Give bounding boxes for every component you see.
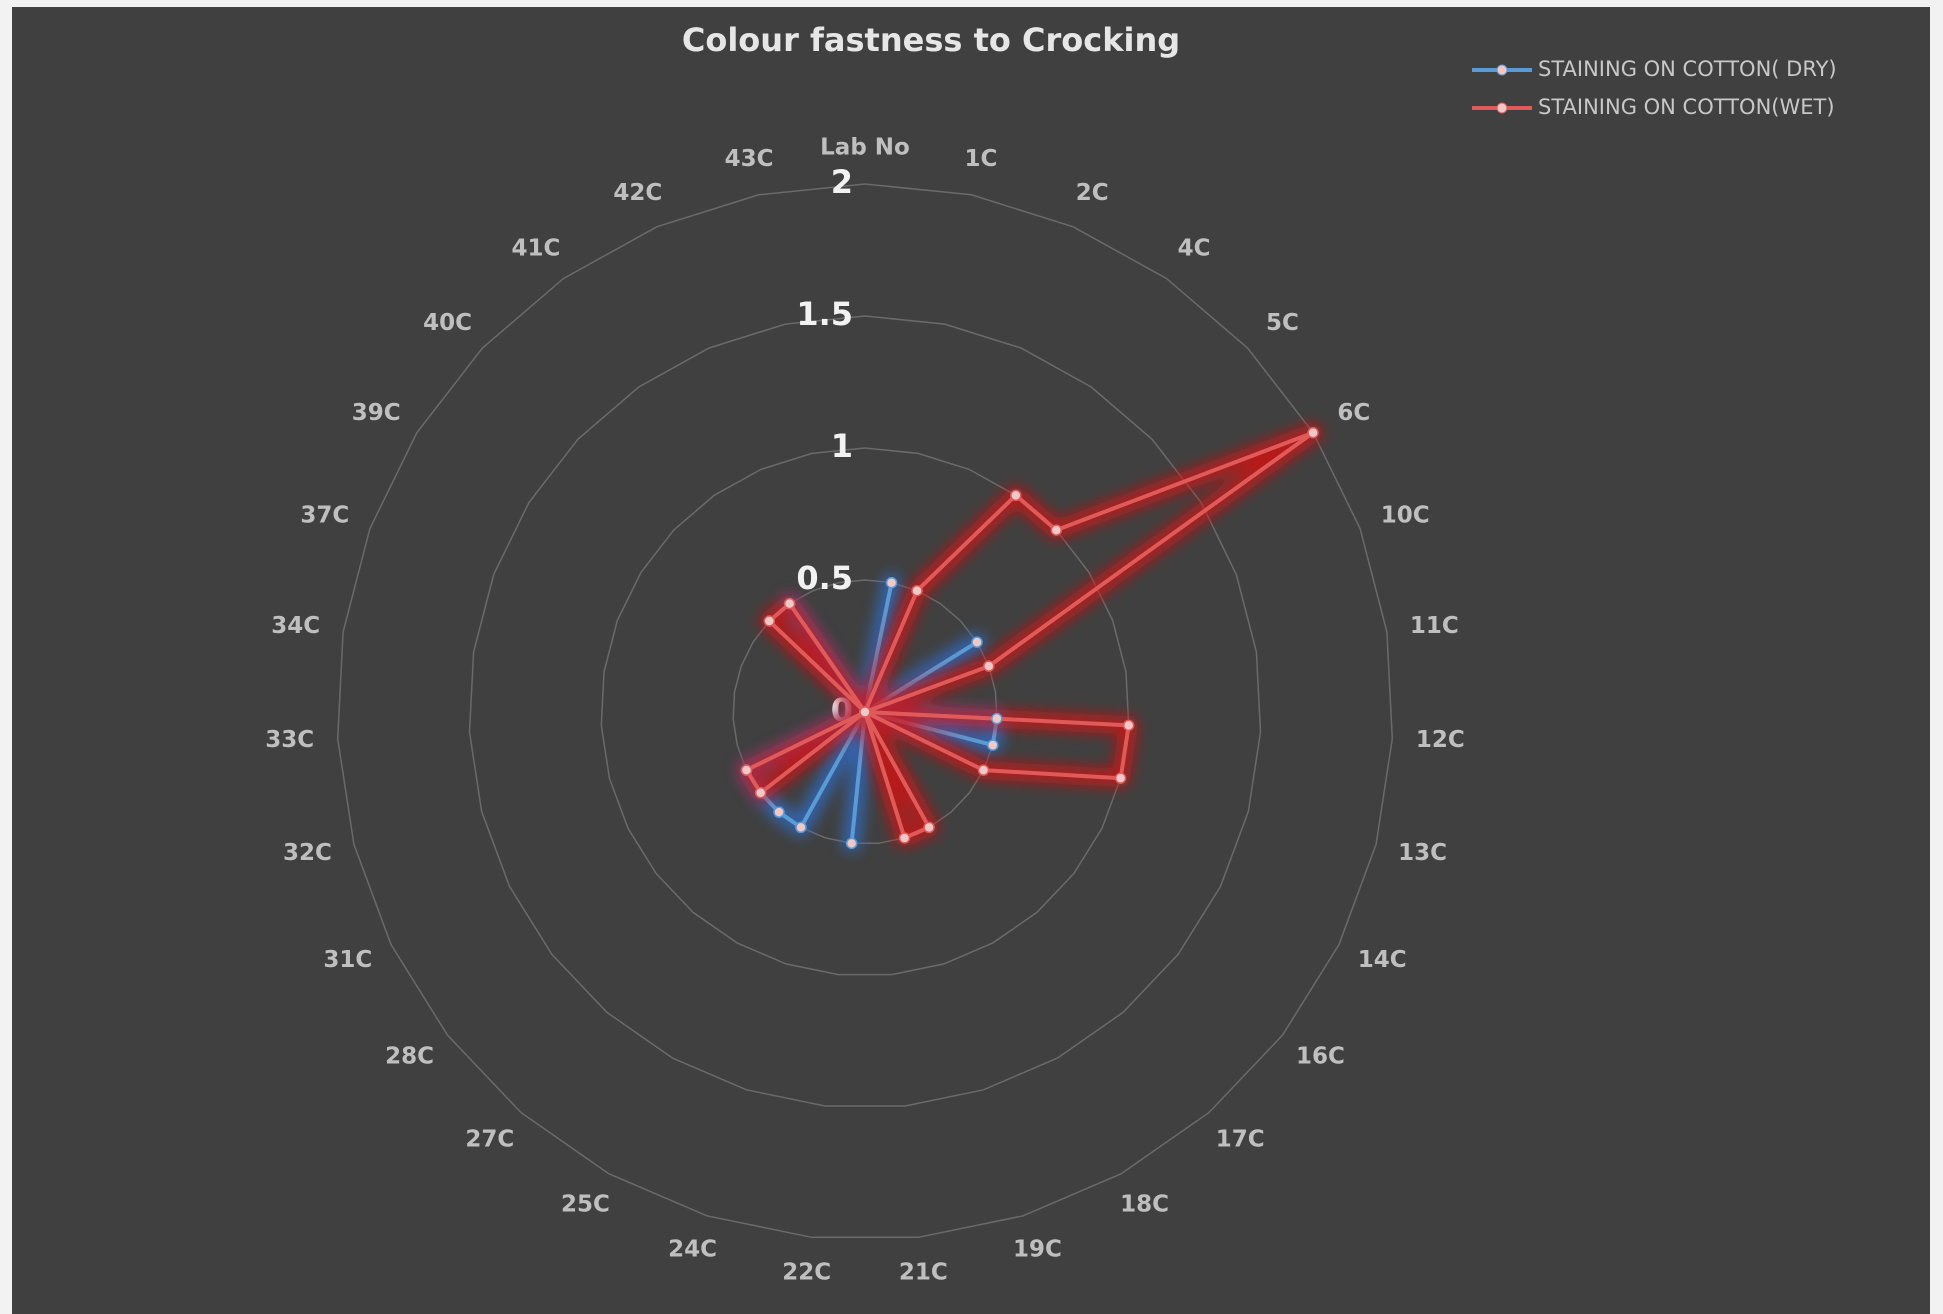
- category-label: 1C: [965, 146, 998, 172]
- category-label: 24C: [668, 1237, 717, 1263]
- series-point: [1122, 719, 1135, 732]
- series-point: [885, 576, 898, 589]
- category-label: 33C: [265, 727, 314, 753]
- category-label: 10C: [1381, 503, 1430, 529]
- r-tick-label: 1.5: [796, 295, 853, 333]
- category-label: 28C: [385, 1044, 434, 1070]
- series-point: [859, 706, 871, 718]
- category-label: 16C: [1296, 1044, 1345, 1070]
- legend-marker: [1496, 64, 1508, 76]
- series-point: [740, 764, 753, 776]
- category-label: 32C: [283, 840, 332, 866]
- legend-label: STAINING ON COTTON(WET): [1538, 95, 1835, 119]
- series-point: [911, 584, 923, 597]
- series-point: [1050, 524, 1063, 536]
- series-line: [744, 430, 1316, 840]
- category-label: 5C: [1266, 310, 1299, 336]
- category-label: 12C: [1416, 727, 1465, 753]
- series-point: [971, 636, 983, 648]
- series-point: [763, 615, 776, 627]
- series-point: [1010, 489, 1022, 502]
- category-label: 17C: [1216, 1126, 1265, 1152]
- series-point: [983, 660, 995, 672]
- category-label: 6C: [1337, 400, 1370, 426]
- category-label: Lab No: [820, 135, 910, 161]
- category-label: 22C: [782, 1260, 831, 1286]
- category-label: 34C: [271, 613, 320, 639]
- series-point: [845, 837, 858, 850]
- chart-title: Colour fastness to Crocking: [682, 21, 1180, 59]
- r-tick-label: 1: [831, 427, 853, 465]
- category-label: 31C: [323, 947, 372, 973]
- category-label: 4C: [1178, 236, 1211, 262]
- category-label: 42C: [613, 180, 662, 206]
- legend-label: STAINING ON COTTON( DRY): [1538, 57, 1837, 81]
- category-label: 40C: [423, 310, 472, 336]
- r-tick-label: 2: [831, 163, 853, 201]
- category-label: 14C: [1358, 947, 1407, 973]
- legend-marker: [1496, 102, 1508, 114]
- series-point: [1114, 772, 1127, 784]
- grid-ring: [336, 183, 1394, 1239]
- category-label: 2C: [1076, 180, 1109, 206]
- chart-background: [12, 7, 1930, 1314]
- series-point: [977, 764, 990, 776]
- category-label: 25C: [561, 1192, 610, 1218]
- category-label: 13C: [1398, 840, 1447, 866]
- series-point: [1307, 426, 1319, 439]
- r-tick-label: 0.5: [796, 559, 853, 597]
- series-point: [754, 787, 767, 799]
- series-point: [898, 832, 911, 844]
- category-label: 27C: [465, 1126, 514, 1152]
- series-point: [773, 806, 785, 818]
- category-label: 11C: [1410, 613, 1459, 639]
- series-point: [987, 739, 999, 751]
- category-label: 37C: [300, 503, 349, 529]
- series-point: [923, 821, 935, 834]
- category-label: 21C: [899, 1260, 948, 1286]
- category-label: 39C: [352, 400, 401, 426]
- category-label: 18C: [1120, 1192, 1169, 1218]
- series-point: [795, 821, 807, 834]
- series-point: [783, 597, 796, 610]
- category-label: 41C: [512, 236, 561, 262]
- series-point: [991, 712, 1003, 725]
- category-label: 43C: [725, 146, 774, 172]
- category-label: 19C: [1013, 1237, 1062, 1263]
